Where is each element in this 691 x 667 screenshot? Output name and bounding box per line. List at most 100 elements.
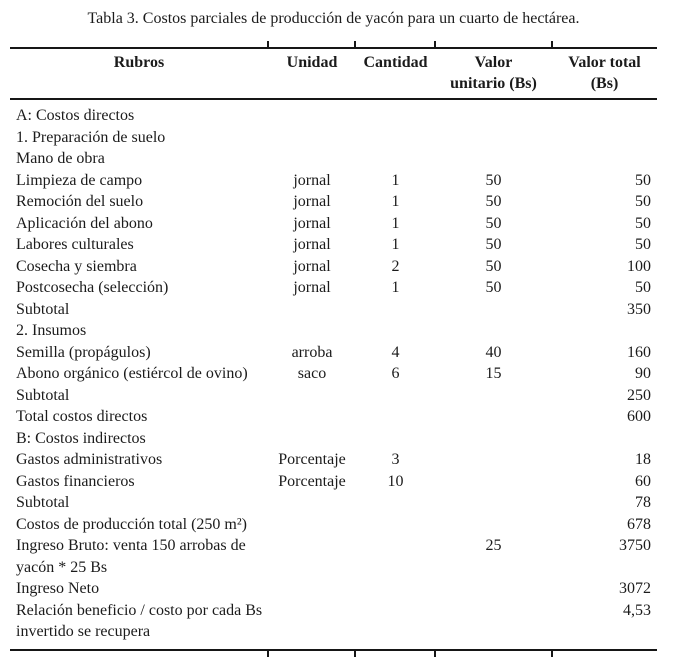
cost-table-wrapper: Rubros Unidad Cantidad Valor unitario (B… <box>10 41 657 657</box>
cell-unidad <box>268 578 356 600</box>
cell-valor-total <box>552 320 657 342</box>
cell-rubro: Cosecha y siembra <box>16 257 137 275</box>
cell-valor-unitario <box>435 578 552 600</box>
cell-valor-unitario: 40 <box>485 343 502 361</box>
cell-valor-unitario: 50 <box>485 236 502 253</box>
cell-unidad <box>268 299 356 321</box>
cell-rubro: Semilla (propágulos) <box>16 343 151 361</box>
cell-valor-total <box>552 99 657 127</box>
cell-valor-unitario: 50 <box>485 171 502 189</box>
cell-unidad: Porcentaje <box>278 472 346 490</box>
cell-valor-unitario <box>435 299 552 321</box>
cell-valor-total: 90 <box>635 365 651 382</box>
cost-table: Rubros Unidad Cantidad Valor unitario (B… <box>10 47 657 651</box>
table-row: Abono orgánico (estiércol de ovino) saco 6… <box>10 363 657 385</box>
table-row: 1. Preparación de suelo <box>10 127 657 149</box>
cell-rubro: Gastos financieros <box>16 472 135 490</box>
cell-rubro: Remoción del suelo <box>16 193 144 210</box>
cell-valor-unitario <box>435 406 552 428</box>
cell-unidad <box>268 600 356 650</box>
column-tick <box>267 41 269 47</box>
cell-valor-unitario: 50 <box>485 257 502 275</box>
cell-cantidad <box>356 535 435 578</box>
cell-cantidad <box>356 406 435 428</box>
table-row: Subtotal 78 <box>10 492 657 514</box>
cell-valor-unitario: 15 <box>485 365 502 382</box>
col-header-valor-unitario: Valor unitario (Bs) <box>435 48 552 100</box>
cell-rubro: B: Costos indirectos <box>16 429 146 447</box>
table-row: Semilla (propágulos) arroba 4 40 160 <box>10 342 657 364</box>
cell-cantidad: 1 <box>391 214 400 232</box>
cell-valor-total: 100 <box>627 257 651 275</box>
column-tick <box>551 650 553 657</box>
header-line: Valor <box>474 54 513 71</box>
cell-valor-total: 350 <box>627 300 651 318</box>
column-tick <box>551 41 553 47</box>
cell-valor-unitario <box>435 449 552 471</box>
table-row: Gastos financieros Porcentaje 10 60 <box>10 471 657 493</box>
cell-rubro: Mano de obra <box>16 150 105 167</box>
header-row: Rubros Unidad Cantidad Valor unitario (B… <box>10 48 657 100</box>
cell-unidad <box>268 535 356 578</box>
cell-unidad: Porcentaje <box>278 451 346 468</box>
cell-valor-unitario <box>435 492 552 514</box>
column-tick <box>434 650 436 657</box>
table-row: A: Costos directos <box>10 99 657 127</box>
cell-cantidad: 1 <box>391 171 400 189</box>
document-body: Tabla 3. Costos parciales de producción … <box>10 0 657 657</box>
table-row: Relación beneficio / costo por cada Bs i… <box>10 600 657 650</box>
cell-rubro: Ingreso Neto <box>16 580 100 597</box>
cell-cantidad: 2 <box>391 257 400 275</box>
cell-cantidad: 6 <box>391 365 400 382</box>
column-tick <box>434 41 436 47</box>
cell-cantidad <box>356 578 435 600</box>
cell-valor-total: 50 <box>635 236 651 253</box>
cell-valor-total: 50 <box>635 193 651 210</box>
header-line: unitario (Bs) <box>450 75 537 92</box>
cell-rubro: Subtotal <box>16 494 70 511</box>
cell-cantidad <box>356 148 435 170</box>
table-row: Gastos administrativos Porcentaje 3 18 <box>10 449 657 471</box>
cell-cantidad <box>356 99 435 127</box>
cell-unidad <box>268 320 356 342</box>
table-row: Cosecha y siembra jornal 2 50 100 <box>10 256 657 278</box>
cell-cantidad <box>356 299 435 321</box>
cell-valor-total: 3072 <box>619 580 651 597</box>
cell-valor-unitario: 50 <box>485 193 502 210</box>
table-row: Limpieza de campo jornal 1 50 50 <box>10 170 657 192</box>
table-row: Postcosecha (selección) jornal 1 50 50 <box>10 277 657 299</box>
cell-valor-total: 50 <box>635 214 651 232</box>
cell-rubro: Gastos administrativos <box>16 451 163 468</box>
table-row: Ingreso Bruto: venta 150 arrobas de yacó… <box>10 535 657 578</box>
cell-cantidad: 1 <box>391 279 400 296</box>
cell-valor-total: 50 <box>635 279 651 296</box>
cell-cantidad <box>356 320 435 342</box>
cell-rubro: Total costos directos <box>16 408 148 425</box>
cell-rubro: 1. Preparación de suelo <box>16 128 166 146</box>
cell-rubro: Labores culturales <box>16 236 134 253</box>
cell-cantidad <box>356 385 435 407</box>
cell-unidad: jornal <box>293 214 331 232</box>
cell-valor-unitario: 50 <box>485 214 502 232</box>
cell-valor-total: 50 <box>635 171 651 189</box>
cell-rubro: 2. Insumos <box>16 322 87 339</box>
cell-unidad: arroba <box>291 343 333 361</box>
table-row: Subtotal 350 <box>10 299 657 321</box>
cell-unidad: saco <box>297 365 327 382</box>
cell-rubro: Subtotal <box>16 300 70 318</box>
cell-valor-unitario: 50 <box>485 279 502 296</box>
table-row: Ingreso Neto 3072 <box>10 578 657 600</box>
table-row: Mano de obra <box>10 148 657 170</box>
cell-rubro: Relación beneficio / costo por cada Bs i… <box>16 601 263 641</box>
cell-cantidad <box>356 514 435 536</box>
cell-valor-total: 60 <box>635 472 651 490</box>
cell-valor-unitario <box>435 127 552 149</box>
cell-unidad: jornal <box>293 193 331 210</box>
cell-cantidad: 3 <box>391 451 400 468</box>
table-row: Costos de producción total (250 m²) 678 <box>10 514 657 536</box>
cell-unidad <box>268 99 356 127</box>
cell-unidad <box>268 428 356 450</box>
table-row: 2. Insumos <box>10 320 657 342</box>
cell-unidad <box>268 148 356 170</box>
